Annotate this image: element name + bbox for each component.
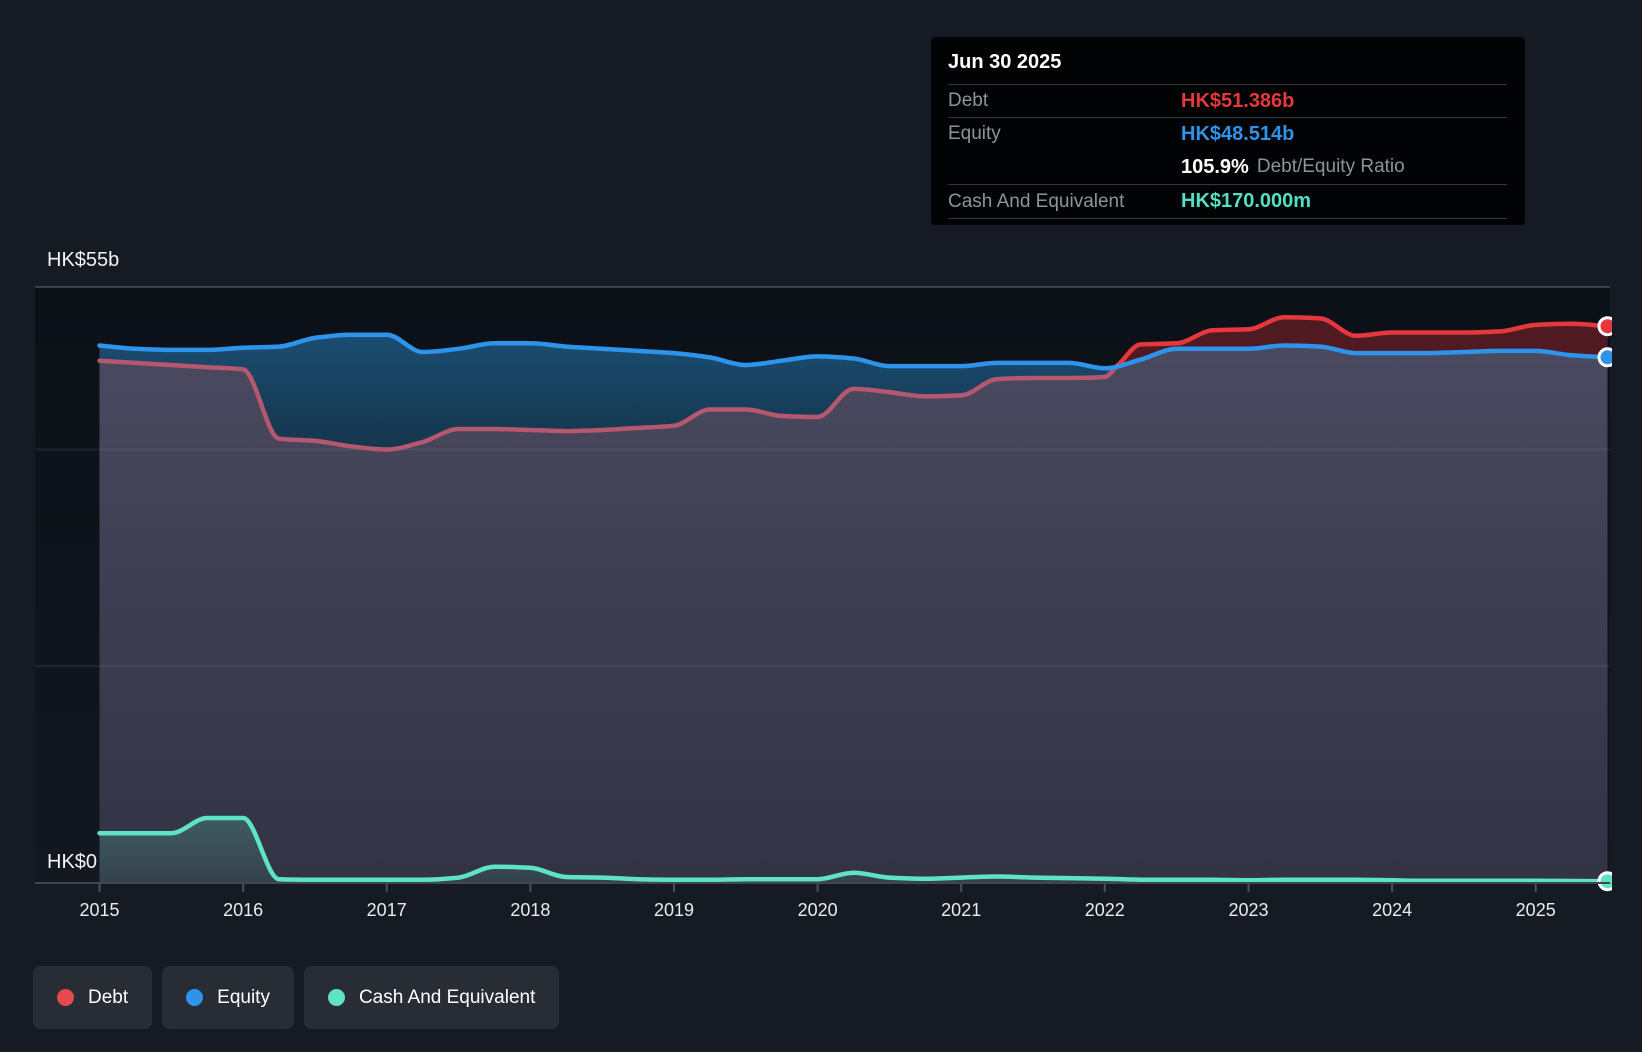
x-axis-label-2017: 2017 xyxy=(367,900,407,920)
tooltip-debt-value: HK$51.386b xyxy=(1181,89,1295,112)
legend-label-cash: Cash And Equivalent xyxy=(358,986,536,1008)
tooltip-date: Jun 30 2025 xyxy=(948,51,1062,73)
y-axis-zero-label: HK$0 xyxy=(47,851,98,873)
x-axis-label-2020: 2020 xyxy=(798,900,838,920)
equity-line xyxy=(97,332,1610,371)
x-axis-label-2025: 2025 xyxy=(1516,900,1556,920)
x-axis-label-2018: 2018 xyxy=(510,900,550,920)
tooltip-row-cash: Cash And Equivalent HK$170.000m xyxy=(948,184,1507,219)
chart-tooltip: Jun 30 2025 Debt HK$51.386b Equity HK$48… xyxy=(931,37,1525,225)
equity-end-marker xyxy=(1597,347,1612,368)
debt-over-equity-band xyxy=(1117,317,1608,366)
legend-label-debt: Debt xyxy=(88,986,129,1008)
x-axis-label-2023: 2023 xyxy=(1228,900,1268,920)
base-area-fill xyxy=(99,345,1608,883)
debt-legend-dot-icon xyxy=(57,989,74,1006)
y-axis-max-label: HK$55b xyxy=(47,249,120,271)
tooltip-equity-label: Equity xyxy=(948,123,1001,144)
tooltip-cash-value: HK$170.000m xyxy=(1181,190,1312,212)
cash-line xyxy=(97,815,1610,884)
tooltip-ratio-value: 105.9% xyxy=(1181,155,1249,178)
x-axis-label-2019: 2019 xyxy=(654,900,694,920)
tooltip-row-ratio: 105.9% Debt/Equity Ratio xyxy=(948,150,1507,184)
x-axis-label-2021: 2021 xyxy=(941,900,981,920)
cash-legend-dot-icon xyxy=(327,989,345,1006)
tooltip-debt-label: Debt xyxy=(948,90,989,111)
legend-label-equity: Equity xyxy=(217,986,270,1008)
debt-line xyxy=(1115,315,1610,368)
legend-item-debt[interactable]: Debt xyxy=(33,966,153,1029)
equity-over-debt-band xyxy=(99,334,1118,450)
tooltip-ratio-label: Debt/Equity Ratio xyxy=(1256,156,1405,177)
legend-item-cash[interactable]: Cash And Equivalent xyxy=(303,966,560,1029)
cash-end-marker xyxy=(1597,871,1612,892)
x-axis-label-2024: 2024 xyxy=(1372,900,1412,920)
legend-item-equity[interactable]: Equity xyxy=(162,966,294,1029)
tooltip-row-debt: Debt HK$51.386b xyxy=(948,84,1507,117)
x-axis-label-2015: 2015 xyxy=(79,900,119,920)
tooltip-equity-value: HK$48.514b xyxy=(1181,122,1295,145)
x-axis-label-2016: 2016 xyxy=(223,900,263,920)
equity-legend-dot-icon xyxy=(186,989,204,1006)
debt-line-muted xyxy=(97,358,1121,452)
chart-legend: Debt Equity Cash And Equivalent xyxy=(33,966,560,1029)
tooltip-row-equity: Equity HK$48.514b xyxy=(948,117,1507,150)
debt-end-marker xyxy=(1597,316,1612,337)
x-axis-label-2022: 2022 xyxy=(1085,900,1125,920)
tooltip-cash-label: Cash And Equivalent xyxy=(948,190,1125,212)
